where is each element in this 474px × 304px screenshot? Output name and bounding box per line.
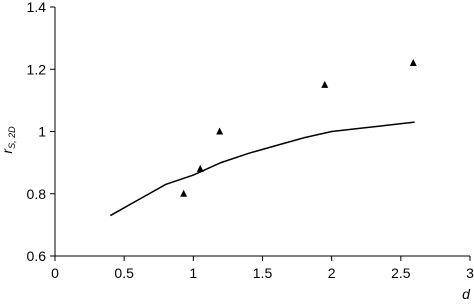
marker	[216, 127, 224, 135]
marker	[409, 59, 417, 67]
marker	[196, 164, 204, 172]
y-tick-label: 1.4	[27, 0, 47, 15]
line	[109, 121, 415, 217]
x-axis-label: d	[462, 286, 471, 302]
marker	[180, 189, 188, 197]
x-tick-label: 1	[189, 265, 197, 281]
x-tick-label: 3	[466, 265, 474, 281]
marker	[321, 80, 329, 88]
x-tick-label: 2	[328, 265, 336, 281]
y-axis-label-main: r	[0, 148, 15, 154]
x-tick-label: 2.5	[391, 265, 411, 281]
y-axis-label: rS, 2D	[0, 126, 17, 154]
x-tick-label: 1.5	[253, 265, 273, 281]
x-tick-label: 0.5	[114, 265, 134, 281]
y-tick-label: 1	[38, 124, 46, 140]
y-tick-label: 1.2	[27, 61, 47, 77]
y-tick-label: 0.8	[27, 186, 47, 202]
x-tick-label: 0	[51, 265, 59, 281]
y-axis-label-subscript: S, 2D	[7, 126, 17, 149]
y-tick-label: 0.6	[27, 248, 47, 264]
